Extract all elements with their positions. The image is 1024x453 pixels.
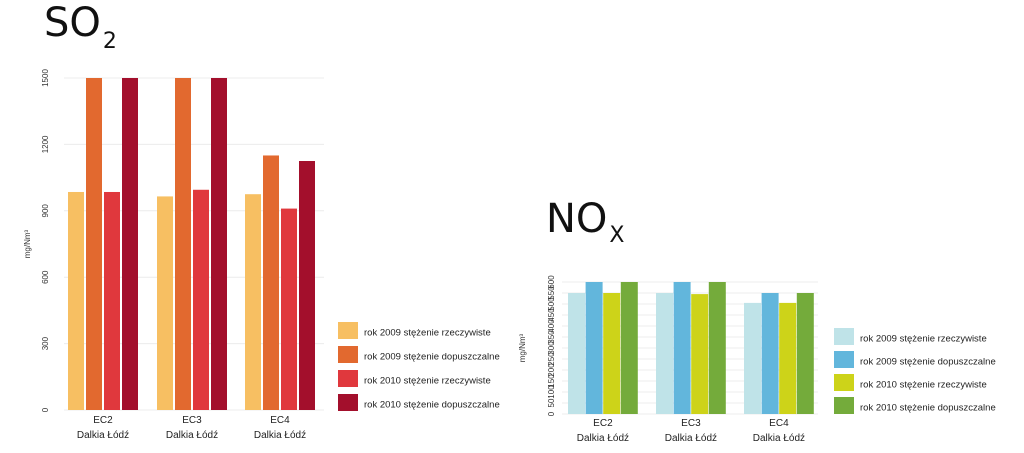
legend-swatch — [834, 328, 854, 345]
bar-ec3-series-3 — [691, 294, 709, 414]
y-tick-label: 600 — [41, 270, 50, 284]
legend-label: rok 2009 stężenie dopuszczalne — [364, 352, 500, 363]
x-category-sublabel: Dalkia Łódź — [577, 433, 629, 444]
y-tick-label: 600 — [547, 275, 556, 289]
x-category-sublabel: Dalkia Łódź — [254, 430, 306, 441]
chart-title: SO2 — [44, 0, 117, 54]
bar-ec4-series-3 — [779, 302, 797, 414]
legend-swatch — [834, 351, 854, 368]
x-category-label: EC4 — [769, 418, 789, 429]
y-tick-label: 300 — [547, 341, 556, 355]
legend-label: rok 2009 stężenie dopuszczalne — [860, 357, 996, 368]
bar-ec3-series-3 — [193, 189, 209, 410]
legend-swatch — [338, 394, 358, 411]
y-axis-label: mg/Nm³ — [23, 229, 32, 258]
y-tick-label: 0 — [41, 407, 50, 412]
bar-ec4-series-1 — [245, 194, 261, 410]
y-tick-label: 500 — [547, 297, 556, 311]
bar-ec3-series-2 — [175, 78, 191, 410]
x-category-label: EC2 — [93, 415, 113, 426]
x-category-label: EC4 — [270, 415, 290, 426]
bar-ec2-series-4 — [620, 282, 638, 414]
bar-ec4-series-3 — [281, 208, 297, 410]
bar-ec3-series-4 — [211, 78, 227, 410]
bar-ec4-series-4 — [796, 293, 814, 414]
y-tick-label: 300 — [41, 336, 50, 350]
y-axis-label: mg/Nm³ — [518, 333, 527, 362]
bar-ec4-series-2 — [263, 155, 279, 410]
y-tick-label: 1500 — [41, 69, 50, 87]
legend-label: rok 2010 stężenie rzeczywiste — [860, 380, 987, 391]
y-tick-label: 900 — [41, 204, 50, 218]
bar-ec4-series-2 — [761, 293, 779, 414]
legend-swatch — [834, 397, 854, 414]
legend-swatch — [338, 346, 358, 363]
y-tick-label: 200 — [547, 363, 556, 377]
x-category-sublabel: Dalkia Łódź — [166, 430, 218, 441]
y-tick-label: 50 — [547, 398, 556, 407]
bar-ec3-series-4 — [708, 282, 726, 414]
y-tick-label: 350 — [547, 330, 556, 344]
bar-ec3-series-1 — [656, 293, 673, 414]
legend-label: rok 2010 stężenie dopuszczalne — [364, 400, 500, 411]
bar-ec2-series-3 — [603, 293, 621, 414]
bar-ec2-series-3 — [104, 191, 120, 410]
x-category-sublabel: Dalkia Łódź — [665, 433, 717, 444]
bar-ec2-series-1 — [68, 191, 84, 410]
bar-ec2-series-1 — [568, 293, 585, 414]
x-category-sublabel: Dalkia Łódź — [753, 433, 805, 444]
legend-swatch — [338, 370, 358, 387]
legend-label: rok 2009 stężenie rzeczywiste — [364, 328, 491, 339]
y-tick-label: 100 — [547, 385, 556, 399]
y-tick-label: 0 — [547, 411, 556, 416]
bar-ec2-series-2 — [585, 282, 603, 414]
x-category-sublabel: Dalkia Łódź — [77, 430, 129, 441]
legend-label: rok 2010 stężenie dopuszczalne — [860, 403, 996, 414]
x-category-label: EC3 — [681, 418, 701, 429]
y-tick-label: 450 — [547, 308, 556, 322]
legend-swatch — [834, 374, 854, 391]
bar-ec3-series-2 — [673, 282, 691, 414]
legend-label: rok 2009 stężenie rzeczywiste — [860, 334, 987, 345]
x-category-label: EC2 — [593, 418, 613, 429]
legend-label: rok 2010 stężenie rzeczywiste — [364, 376, 491, 387]
y-tick-label: 250 — [547, 352, 556, 366]
legend-swatch — [338, 322, 358, 339]
y-tick-label: 1200 — [41, 135, 50, 153]
chart-so2: SO2 0 300 600 900 1200 1500 mg/Nm³ EC2 Dalkia Łód… — [23, 0, 500, 441]
bar-ec4-series-4 — [299, 161, 315, 410]
y-tick-label: 400 — [547, 319, 556, 333]
bar-ec2-series-2 — [86, 78, 102, 410]
bar-ec2-series-4 — [122, 78, 138, 410]
bar-ec4-series-1 — [744, 302, 761, 414]
bar-ec3-series-1 — [157, 196, 173, 410]
y-tick-label: 150 — [547, 374, 556, 388]
y-tick-label: 550 — [547, 286, 556, 300]
chart-title: NOX — [546, 196, 624, 248]
x-category-label: EC3 — [182, 415, 202, 426]
